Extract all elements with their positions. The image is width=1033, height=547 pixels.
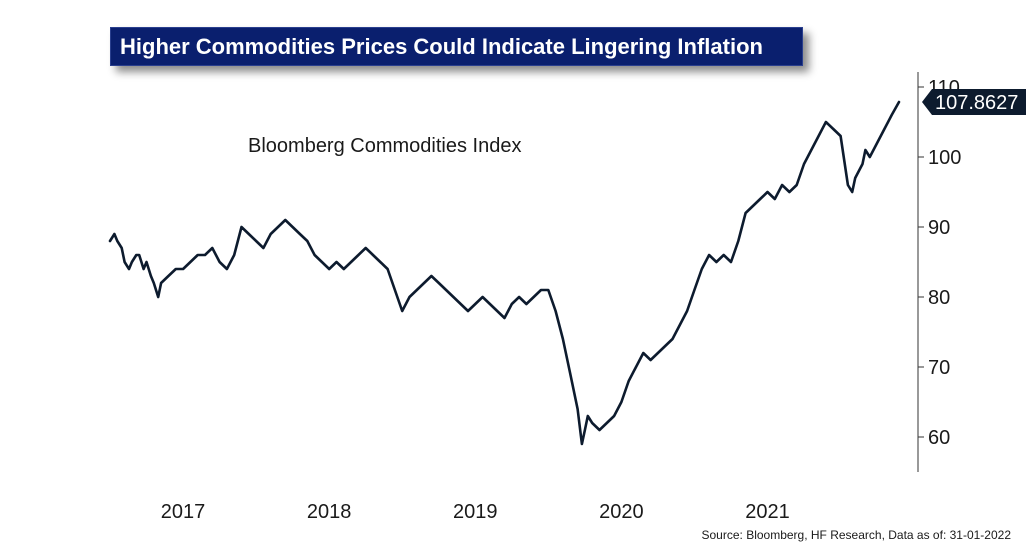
last-value-tag (922, 88, 1026, 115)
y-tick-label: 70 (928, 357, 950, 379)
title-banner: Higher Commodities Prices Could Indicate… (110, 27, 803, 66)
last-value-label: 107.8627 (935, 92, 1018, 114)
source-note: Source: Bloomberg, HF Research, Data as … (701, 528, 1012, 542)
series-layer (108, 100, 901, 446)
y-tick-label: 100 (928, 147, 961, 169)
y-tick-label: 80 (928, 287, 950, 309)
x-tick-label: 2021 (745, 501, 790, 523)
page-title: Higher Commodities Prices Could Indicate… (120, 34, 763, 59)
series-line (108, 100, 901, 446)
x-tick-label: 2020 (599, 501, 644, 523)
y-tick-label: 90 (928, 217, 950, 239)
x-tick-label: 2018 (307, 501, 352, 523)
chart-title: Bloomberg Commodities Index (248, 135, 521, 157)
x-tick-label: 2017 (161, 501, 206, 523)
y-tick-label: 60 (928, 427, 950, 449)
last-value-layer: 107.8627 (922, 88, 1026, 115)
x-tick-label: 2019 (453, 501, 498, 523)
